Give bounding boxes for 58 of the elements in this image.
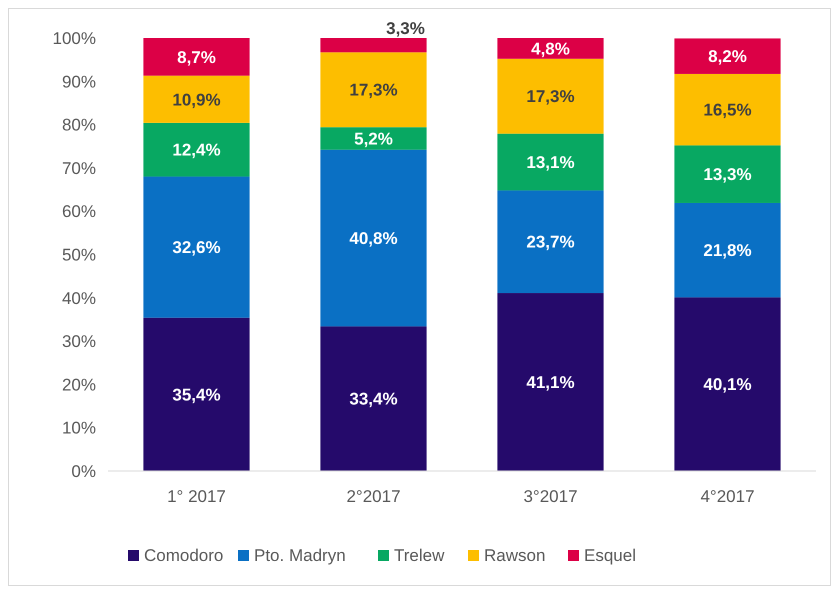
bar	[143, 318, 250, 471]
data-label: 17,3%	[526, 87, 575, 106]
bar	[497, 58, 604, 134]
y-tick-label: 50%	[62, 246, 96, 264]
bar	[320, 38, 427, 52]
bar	[674, 38, 781, 74]
bar	[143, 122, 250, 177]
x-tick-label: 3°2017	[523, 487, 578, 506]
data-label: 40,1%	[703, 375, 752, 394]
y-tick-label: 90%	[62, 72, 96, 92]
legend-label: Comodoro	[144, 546, 224, 565]
y-tick-label: 10%	[62, 418, 96, 438]
bar	[674, 202, 781, 298]
data-label: 5,2%	[354, 129, 393, 148]
legend-label: Esquel	[584, 546, 636, 565]
data-label: 21,8%	[703, 241, 752, 260]
bar	[674, 145, 781, 203]
bar	[497, 190, 604, 294]
data-label: 8,7%	[177, 48, 216, 67]
bar	[320, 150, 427, 326]
data-label: 13,1%	[526, 153, 575, 172]
data-label: 17,3%	[349, 80, 398, 100]
data-label: 23,7%	[526, 232, 575, 252]
bar	[674, 74, 781, 146]
bar	[143, 176, 250, 318]
data-label: 40,8%	[349, 229, 398, 248]
y-tick-label: 100%	[52, 29, 96, 48]
y-tick-label: 0%	[71, 462, 96, 481]
x-tick-label: 4°2017	[700, 487, 755, 506]
data-label: 12,4%	[172, 140, 221, 160]
bar	[674, 297, 781, 471]
y-tick-label: 80%	[62, 116, 96, 135]
bar	[497, 293, 604, 471]
x-tick-label: 1° 2017	[167, 487, 226, 506]
data-label: 33,4%	[349, 390, 398, 409]
y-tick-label: 60%	[62, 202, 96, 222]
data-label: 8,2%	[708, 47, 747, 66]
y-tick-label: 30%	[62, 332, 96, 352]
legend-label: Pto. Madryn	[254, 546, 346, 565]
x-tick-label: 2°2017	[346, 487, 401, 506]
legend-label: Rawson	[484, 546, 546, 565]
y-tick-label: 40%	[62, 288, 96, 308]
bar	[320, 326, 427, 471]
bar	[143, 76, 250, 123]
data-label: 35,4%	[172, 385, 221, 404]
data-label: 13,3%	[703, 165, 752, 184]
y-tick-label: 70%	[62, 158, 96, 178]
bar	[497, 134, 604, 190]
bar	[143, 38, 250, 76]
data-label: 16,5%	[703, 100, 752, 120]
data-label: 32,6%	[172, 238, 221, 258]
data-label: 10,9%	[172, 90, 221, 110]
legend-label: Trelew	[394, 546, 446, 565]
data-label: 4,8%	[531, 39, 570, 58]
bar	[320, 52, 427, 128]
data-label: 3,3%	[386, 19, 425, 38]
y-tick-label: 20%	[62, 375, 96, 394]
data-label: 41,1%	[526, 373, 575, 392]
